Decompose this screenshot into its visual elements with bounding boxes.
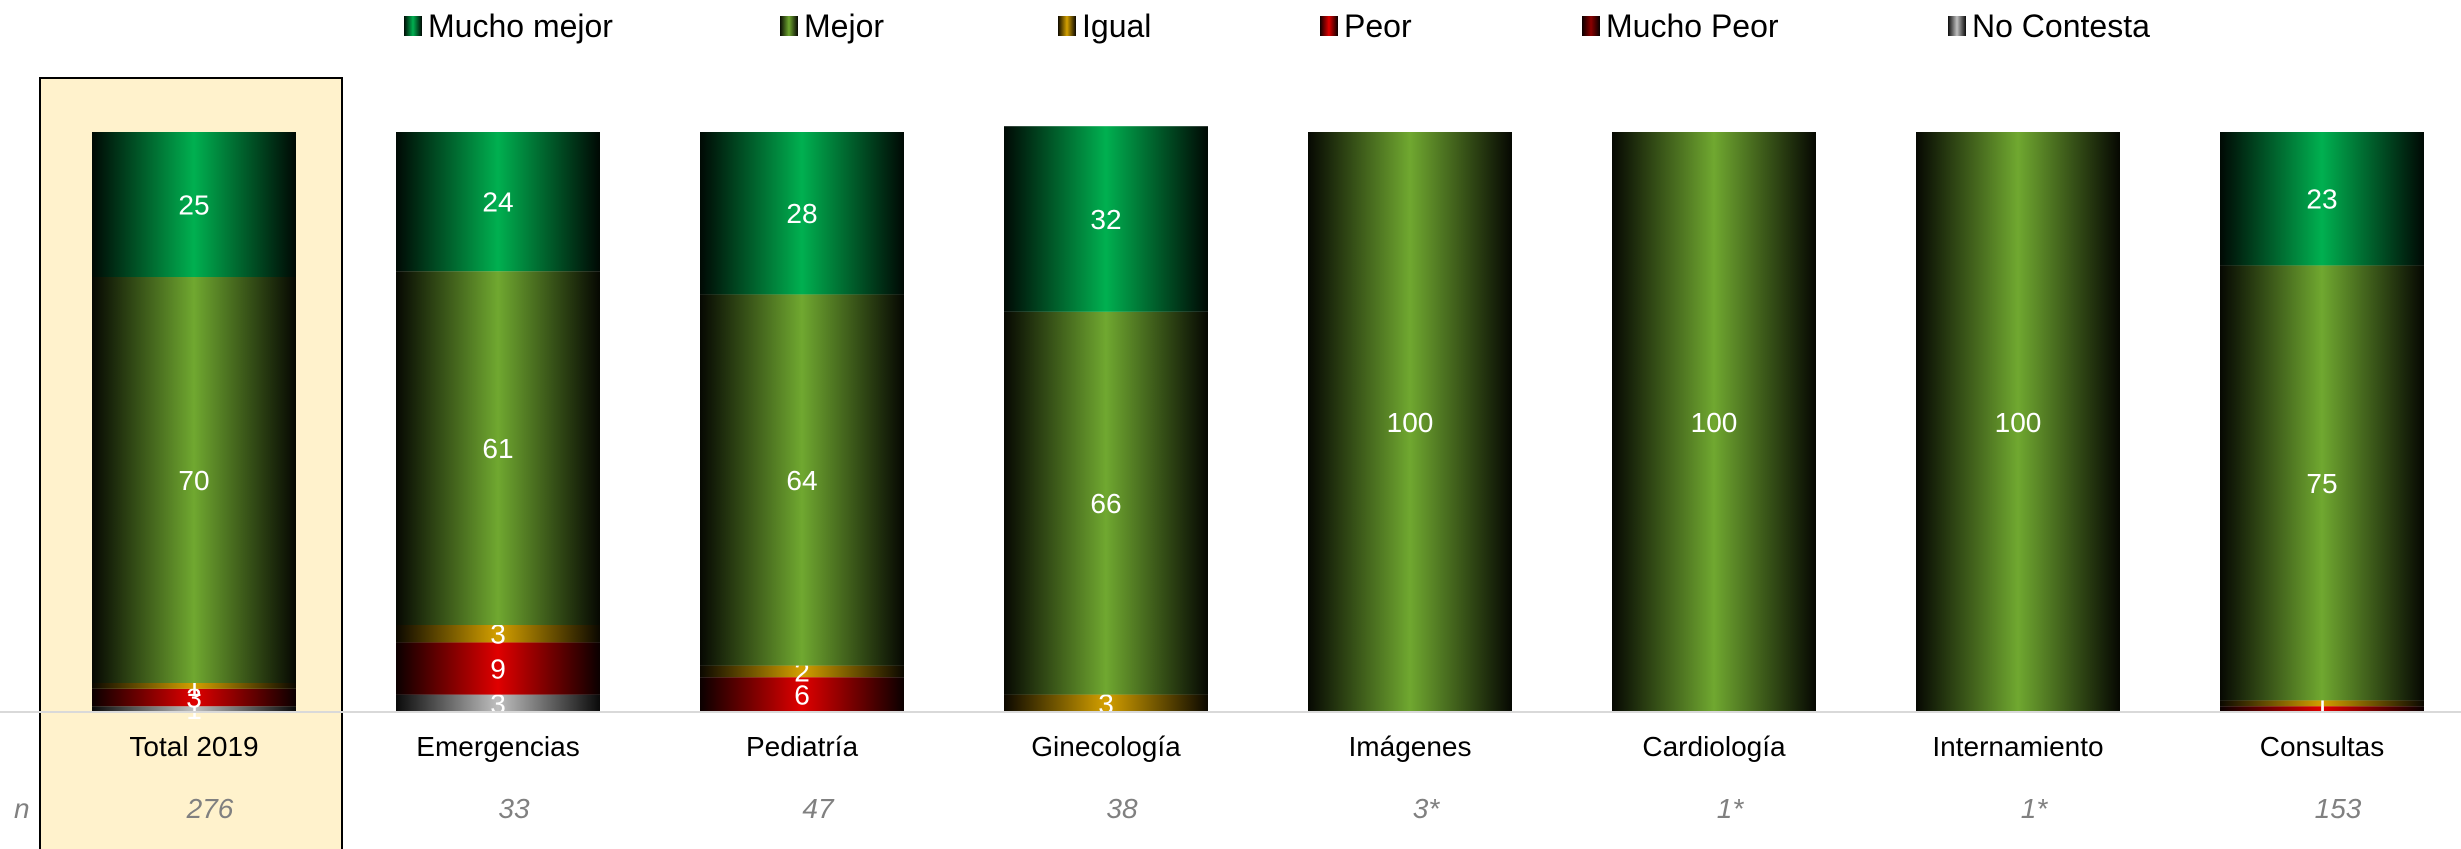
bar-segment-pediatria-peor: [700, 677, 904, 712]
bar-segment-emergencias-mucho-mejor: [396, 132, 600, 272]
category-label-ginecologia: Ginecología: [1031, 731, 1181, 762]
bar-segment-emergencias-no-contesta: [396, 694, 600, 712]
bar-segment-total-2019-peor: [92, 688, 296, 707]
legend-label-igual: Igual: [1082, 8, 1151, 44]
bar-segment-total-2019-mejor: [92, 277, 296, 683]
legend-label-mejor: Mejor: [804, 8, 884, 44]
bar-segment-total-2019-igual: [92, 683, 296, 689]
bar-segment-internamiento-mejor: [1916, 132, 2120, 712]
n-value-internamiento: 1*: [2021, 793, 2049, 824]
bar-segment-consultas-mucho-mejor: [2220, 132, 2424, 266]
bar-segment-consultas-igual: [2220, 700, 2424, 707]
data-label-consultas-mucho-mejor: 23: [2306, 184, 2337, 215]
category-label-pediatria: Pediatría: [746, 731, 858, 762]
category-label-consultas: Consultas: [2260, 731, 2385, 762]
bar-segment-consultas-peor: [2220, 706, 2424, 712]
category-label-internamiento: Internamiento: [1932, 731, 2103, 762]
bar-segment-ginecologia-mejor: [1004, 311, 1208, 695]
data-label-emergencias-mucho-mejor: 24: [482, 187, 513, 218]
bar-segment-ginecologia-igual: [1004, 694, 1208, 712]
data-label-total-2019-mejor: 70: [178, 465, 209, 496]
bar-segment-total-2019-mucho-mejor: [92, 132, 296, 277]
data-label-emergencias-peor: 9: [490, 654, 506, 685]
bar-segment-pediatria-mejor: [700, 294, 904, 666]
legend-swatch-mucho-mejor: [404, 16, 422, 36]
category-labels: Total 2019 276 Emergencias 33 Pediatría 47 Gin…: [129, 731, 2384, 824]
legend-label-mucho-mejor: Mucho mejor: [428, 8, 613, 44]
bar-segment-emergencias-peor: [396, 642, 600, 695]
data-label-ginecologia-mejor: 66: [1090, 488, 1121, 519]
legend-swatch-mucho-peor: [1582, 16, 1600, 36]
data-label-total-2019-peor: 3: [186, 683, 202, 714]
category-label-total-2019: Total 2019: [129, 731, 258, 762]
data-label-pediatria-peor: 6: [794, 680, 810, 711]
n-value-ginecologia: 38: [1106, 793, 1138, 824]
category-label-imagenes: Imágenes: [1349, 731, 1472, 762]
legend-swatch-igual: [1058, 16, 1076, 36]
legend-label-peor: Peor: [1344, 8, 1412, 44]
bar-segment-pediatria-mucho-mejor: [700, 132, 904, 295]
n-value-pediatria: 47: [802, 793, 835, 824]
data-label-pediatria-mejor: 64: [786, 465, 817, 496]
legend-swatch-peor: [1320, 16, 1338, 36]
bar-segment-imagenes-mejor: [1308, 132, 1512, 712]
legend-swatch-no-contesta: [1948, 16, 1966, 36]
n-value-consultas: 153: [2315, 793, 2362, 824]
n-value-cardiologia: 1*: [1717, 793, 1745, 824]
category-label-emergencias: Emergencias: [416, 731, 579, 762]
n-label: n: [14, 793, 30, 824]
n-value-total-2019: 276: [186, 793, 234, 824]
data-label-total-2019-mucho-mejor: 25: [178, 190, 209, 221]
data-label-emergencias-mejor: 61: [482, 433, 513, 464]
bar-segment-emergencias-mejor: [396, 271, 600, 625]
data-label-consultas-mejor: 75: [2306, 468, 2337, 499]
n-value-imagenes: 3*: [1413, 793, 1441, 824]
bar-segment-cardiologia-mejor: [1612, 132, 1816, 712]
legend-label-no-contesta: No Contesta: [1972, 8, 2150, 44]
n-value-emergencias: 33: [498, 793, 530, 824]
data-label-imagenes-mejor: 100: [1387, 407, 1434, 438]
data-label-internamiento-mejor: 100: [1995, 407, 2042, 438]
category-label-cardiologia: Cardiología: [1642, 731, 1786, 762]
bar-segment-consultas-mejor: [2220, 265, 2424, 701]
legend: Mucho mejor Mejor Igual Peor Mucho Peor No Co…: [404, 8, 2150, 44]
data-label-pediatria-mucho-mejor: 28: [786, 198, 817, 229]
data-label-cardiologia-mejor: 100: [1691, 407, 1738, 438]
bar-segment-pediatria-igual: [700, 665, 904, 678]
bar-segment-total-2019-no-contesta: [92, 706, 296, 712]
data-label-emergencias-igual: 3: [490, 619, 506, 650]
legend-swatch-mejor: [780, 16, 798, 36]
data-label-ginecologia-mucho-mejor: 32: [1090, 204, 1121, 235]
bar-segment-ginecologia-mucho-mejor: [1004, 126, 1208, 312]
legend-label-mucho-peor: Mucho Peor: [1606, 8, 1779, 44]
bar-segment-emergencias-igual: [396, 625, 600, 643]
